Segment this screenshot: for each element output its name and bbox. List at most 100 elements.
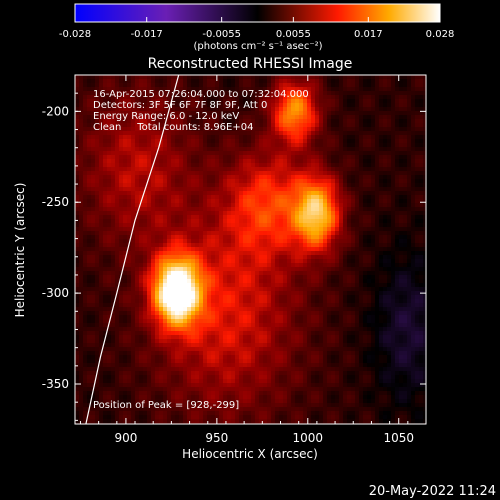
heatmap-cell <box>107 271 112 276</box>
heatmap-cell <box>79 175 84 180</box>
heatmap-cell <box>235 283 240 288</box>
heatmap-cell <box>183 107 188 112</box>
heatmap-cell <box>195 231 200 236</box>
heatmap-cell <box>103 299 108 304</box>
heatmap-cell <box>183 343 188 348</box>
heatmap-cell <box>251 111 256 116</box>
heatmap-cell <box>151 227 156 232</box>
heatmap-cell <box>287 415 292 420</box>
heatmap-cell <box>115 359 120 364</box>
heatmap-cell <box>167 231 172 236</box>
heatmap-cell <box>199 411 204 416</box>
heatmap-cell <box>135 199 140 204</box>
heatmap-cell <box>99 143 104 148</box>
heatmap-cell <box>95 219 100 224</box>
heatmap-cell <box>135 239 140 244</box>
heatmap-cell <box>231 279 236 284</box>
heatmap-cell <box>183 395 188 400</box>
heatmap-cell <box>131 371 136 376</box>
heatmap-cell <box>223 327 228 332</box>
heatmap-cell <box>215 87 220 92</box>
heatmap-cell <box>215 295 220 300</box>
heatmap-cell <box>203 211 208 216</box>
heatmap-cell <box>219 319 224 324</box>
heatmap-cell <box>199 223 204 228</box>
heatmap-cell <box>299 143 304 148</box>
heatmap-cell <box>99 151 104 156</box>
heatmap-cell <box>211 123 216 128</box>
heatmap-cell <box>203 143 208 148</box>
heatmap-cell <box>267 219 272 224</box>
heatmap-cell <box>287 371 292 376</box>
heatmap-cell <box>147 195 152 200</box>
heatmap-cell <box>151 107 156 112</box>
heatmap-cell <box>291 211 296 216</box>
heatmap-cell <box>91 211 96 216</box>
heatmap-cell <box>291 119 296 124</box>
heatmap-cell <box>299 199 304 204</box>
heatmap-cell <box>131 407 136 412</box>
heatmap-cell <box>247 259 252 264</box>
heatmap-cell <box>207 223 212 228</box>
heatmap-cell <box>139 319 144 324</box>
heatmap-cell <box>275 79 280 84</box>
heatmap-cell <box>139 75 144 80</box>
heatmap-cell <box>163 255 168 260</box>
heatmap-cell <box>199 263 204 268</box>
heatmap-cell <box>191 263 196 268</box>
heatmap-cell <box>283 403 288 408</box>
heatmap-cell <box>203 179 208 184</box>
heatmap-cell <box>215 407 220 412</box>
heatmap-cell <box>127 339 132 344</box>
heatmap-cell <box>131 175 136 180</box>
heatmap-cell <box>75 99 80 104</box>
heatmap-cell <box>183 407 188 412</box>
heatmap-cell <box>175 207 180 212</box>
heatmap-cell <box>179 155 184 160</box>
heatmap-cell <box>115 91 120 96</box>
heatmap-cell <box>119 139 124 144</box>
heatmap-cell <box>139 299 144 304</box>
heatmap-cell <box>147 235 152 240</box>
heatmap-cell <box>263 227 268 232</box>
heatmap-cell <box>283 339 288 344</box>
heatmap-cell <box>223 215 228 220</box>
heatmap-cell <box>195 347 200 352</box>
heatmap-cell <box>131 155 136 160</box>
heatmap-cell <box>143 123 148 128</box>
heatmap-cell <box>279 231 284 236</box>
heatmap-cell <box>155 407 160 412</box>
heatmap-cell <box>75 419 80 424</box>
heatmap-cell <box>135 131 140 136</box>
heatmap-cell <box>243 111 248 116</box>
heatmap-cell <box>123 199 128 204</box>
heatmap-cell <box>291 223 296 228</box>
heatmap-cell <box>135 155 140 160</box>
heatmap-cell <box>127 367 132 372</box>
heatmap-cell <box>135 351 140 356</box>
heatmap-cell <box>115 399 120 404</box>
heatmap-cell <box>279 291 284 296</box>
heatmap-cell <box>207 299 212 304</box>
heatmap-cell <box>187 407 192 412</box>
heatmap-cell <box>167 267 172 272</box>
heatmap-cell <box>243 359 248 364</box>
heatmap-cell <box>99 259 104 264</box>
heatmap-cell <box>75 367 80 372</box>
heatmap-cell <box>167 347 172 352</box>
heatmap-cell <box>131 119 136 124</box>
heatmap-cell <box>127 83 132 88</box>
heatmap-cell <box>255 239 260 244</box>
heatmap-cell <box>287 307 292 312</box>
heatmap-cell <box>231 339 236 344</box>
heatmap-cell <box>179 391 184 396</box>
heatmap-cell <box>195 163 200 168</box>
heatmap-cell <box>183 199 188 204</box>
heatmap-cell <box>199 331 204 336</box>
heatmap-cell <box>279 287 284 292</box>
heatmap-cell <box>147 315 152 320</box>
heatmap-cell <box>79 187 84 192</box>
heatmap-cell <box>107 359 112 364</box>
heatmap-cell <box>259 367 264 372</box>
heatmap-cell <box>103 167 108 172</box>
